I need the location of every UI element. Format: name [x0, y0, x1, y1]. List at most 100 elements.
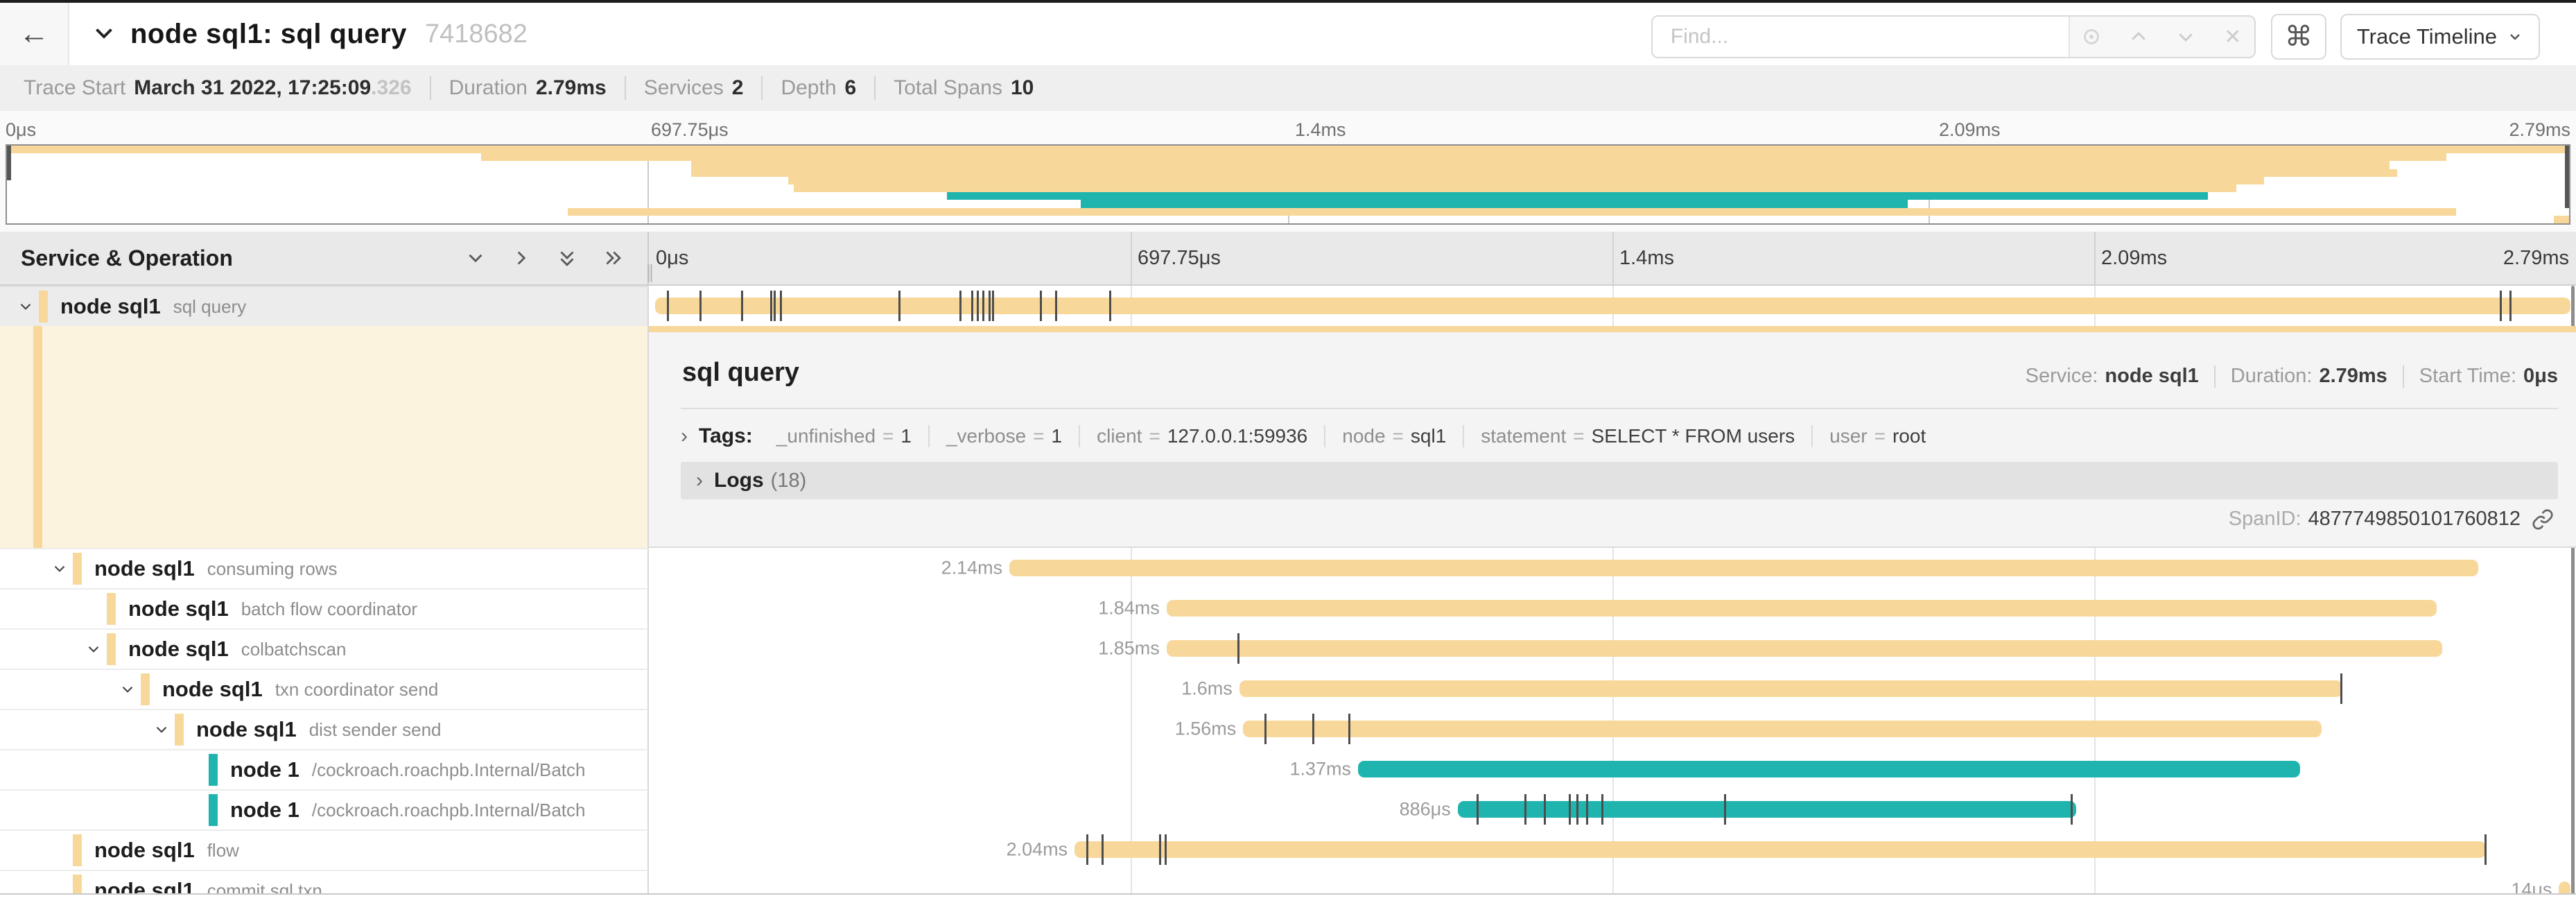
- find-input[interactable]: [1652, 17, 2069, 57]
- span-row[interactable]: node sql1 flow 2.04ms: [0, 829, 2576, 870]
- clear-search-icon[interactable]: ✕: [2224, 25, 2242, 49]
- logs-caret-icon[interactable]: ›: [696, 469, 703, 492]
- log-tick[interactable]: [982, 291, 985, 321]
- log-tick[interactable]: [779, 291, 782, 321]
- tags-caret-icon[interactable]: ›: [681, 424, 688, 447]
- span-tree-item[interactable]: node sql1 consuming rows: [0, 548, 649, 588]
- collapse-all-icon[interactable]: [553, 244, 581, 272]
- log-tick[interactable]: [699, 291, 702, 321]
- log-tick[interactable]: [2070, 794, 2073, 825]
- prev-result-icon[interactable]: [2127, 25, 2150, 49]
- span-tree-item[interactable]: node 1 /cockroach.roachpb.Internal/Batch: [0, 749, 649, 789]
- log-tick[interactable]: [1348, 714, 1351, 744]
- log-tick[interactable]: [774, 291, 776, 321]
- log-tick[interactable]: [898, 291, 900, 321]
- tags-row[interactable]: › Tags: _unfinished = 1 _verbose = 1 client =…: [681, 419, 2558, 454]
- logs-row[interactable]: › Logs (18): [681, 462, 2558, 499]
- tag-item[interactable]: client = 127.0.0.1:59936: [1079, 425, 1324, 447]
- vertical-scrollbar[interactable]: [2571, 286, 2575, 903]
- log-tick[interactable]: [992, 291, 995, 321]
- copy-link-icon[interactable]: [2532, 508, 2554, 531]
- span-bar[interactable]: [1009, 560, 2479, 576]
- next-result-icon[interactable]: [2174, 25, 2198, 49]
- span-bar[interactable]: [1243, 721, 2322, 737]
- log-tick[interactable]: [1101, 834, 1104, 865]
- span-tree-item[interactable]: node sql1 colbatchscan: [0, 628, 649, 669]
- span-row[interactable]: node sql1 colbatchscan 1.85ms: [0, 628, 2576, 669]
- log-tick[interactable]: [959, 291, 962, 321]
- minimap-drag-handle-left[interactable]: [7, 146, 11, 181]
- log-tick[interactable]: [1086, 834, 1088, 865]
- tag-item[interactable]: user = root: [1811, 425, 1942, 447]
- log-tick[interactable]: [1055, 291, 1058, 321]
- span-tree-item[interactable]: node sql1 sql query: [0, 286, 649, 326]
- locate-icon[interactable]: [2080, 25, 2103, 49]
- log-tick[interactable]: [1601, 794, 1603, 825]
- span-row[interactable]: node sql1 consuming rows 2.14ms: [0, 548, 2576, 588]
- log-tick[interactable]: [1576, 794, 1578, 825]
- span-bar[interactable]: [1074, 841, 2487, 858]
- log-tick[interactable]: [666, 291, 669, 321]
- chevron-down-icon[interactable]: [83, 640, 104, 658]
- span-bar[interactable]: [1166, 600, 2437, 617]
- log-tick[interactable]: [1477, 794, 1479, 825]
- span-tree-item[interactable]: node sql1 batch flow coordinator: [0, 588, 649, 628]
- chevron-down-icon[interactable]: [117, 680, 138, 698]
- collapse-one-icon[interactable]: [462, 244, 489, 272]
- trace-minimap[interactable]: 0μs 697.75μs 1.4ms 2.09ms 2.79ms: [0, 111, 2576, 232]
- chevron-down-icon[interactable]: [15, 298, 36, 316]
- collapse-trace-icon[interactable]: [92, 20, 116, 49]
- log-tick[interactable]: [1544, 794, 1547, 825]
- span-bar[interactable]: [1457, 801, 2077, 818]
- span-row[interactable]: node sql1 dist sender send 1.56ms: [0, 709, 2576, 749]
- span-bar[interactable]: [655, 298, 2570, 314]
- span-tree-item[interactable]: node sql1 txn coordinator send: [0, 669, 649, 709]
- log-tick[interactable]: [2340, 673, 2343, 704]
- chevron-down-icon[interactable]: [151, 721, 172, 739]
- span-row[interactable]: node 1 /cockroach.roachpb.Internal/Batch…: [0, 749, 2576, 789]
- log-tick[interactable]: [971, 291, 973, 321]
- chevron-down-icon[interactable]: [49, 560, 70, 578]
- tag-item[interactable]: node = sql1: [1324, 425, 1463, 447]
- span-row[interactable]: node sql1 txn coordinator send 1.6ms: [0, 669, 2576, 709]
- span-tree-item[interactable]: node sql1 dist sender send: [0, 709, 649, 749]
- log-tick[interactable]: [2499, 291, 2502, 321]
- tag-item[interactable]: _verbose = 1: [928, 425, 1079, 447]
- log-tick[interactable]: [1158, 834, 1161, 865]
- log-tick[interactable]: [1585, 794, 1588, 825]
- back-button[interactable]: ←: [0, 3, 69, 65]
- column-resizer-handle[interactable]: ∥: [645, 261, 656, 282]
- span-bar[interactable]: [1358, 761, 2301, 777]
- minimap-drag-handle-right[interactable]: [2565, 146, 2569, 208]
- log-tick[interactable]: [1524, 794, 1527, 825]
- log-tick[interactable]: [1264, 714, 1267, 744]
- span-tree-item[interactable]: node 1 /cockroach.roachpb.Internal/Batch: [0, 789, 649, 829]
- log-tick[interactable]: [769, 291, 772, 321]
- log-tick[interactable]: [1568, 794, 1571, 825]
- log-tick[interactable]: [977, 291, 980, 321]
- tag-item[interactable]: _unfinished = 1: [776, 425, 912, 447]
- span-bar[interactable]: [1239, 680, 2343, 697]
- minimap-canvas[interactable]: [6, 144, 2570, 225]
- span-row[interactable]: node 1 /cockroach.roachpb.Internal/Batch…: [0, 789, 2576, 829]
- expand-one-icon[interactable]: [507, 244, 535, 272]
- span-bar[interactable]: [1166, 640, 2442, 657]
- log-tick[interactable]: [741, 291, 744, 321]
- span-row[interactable]: node sql1 batch flow coordinator 1.84ms: [0, 588, 2576, 628]
- span-tree-item[interactable]: node sql1 flow: [0, 829, 649, 870]
- span-row[interactable]: node sql1 sql query: [0, 286, 2576, 326]
- log-tick[interactable]: [2484, 834, 2487, 865]
- view-selector-button[interactable]: Trace Timeline: [2340, 14, 2540, 60]
- keyboard-shortcuts-button[interactable]: ⌘: [2270, 14, 2326, 60]
- log-tick[interactable]: [1040, 291, 1043, 321]
- log-tick[interactable]: [1723, 794, 1726, 825]
- log-tick[interactable]: [1237, 633, 1239, 664]
- tag-item[interactable]: statement = SELECT * FROM users: [1463, 425, 1811, 447]
- log-tick[interactable]: [1108, 291, 1111, 321]
- log-tick[interactable]: [1164, 834, 1167, 865]
- expand-all-icon[interactable]: [599, 244, 627, 272]
- summary-item: Services 2: [643, 76, 744, 99]
- log-tick[interactable]: [1312, 714, 1314, 744]
- log-tick[interactable]: [2509, 291, 2512, 321]
- log-tick[interactable]: [988, 291, 991, 321]
